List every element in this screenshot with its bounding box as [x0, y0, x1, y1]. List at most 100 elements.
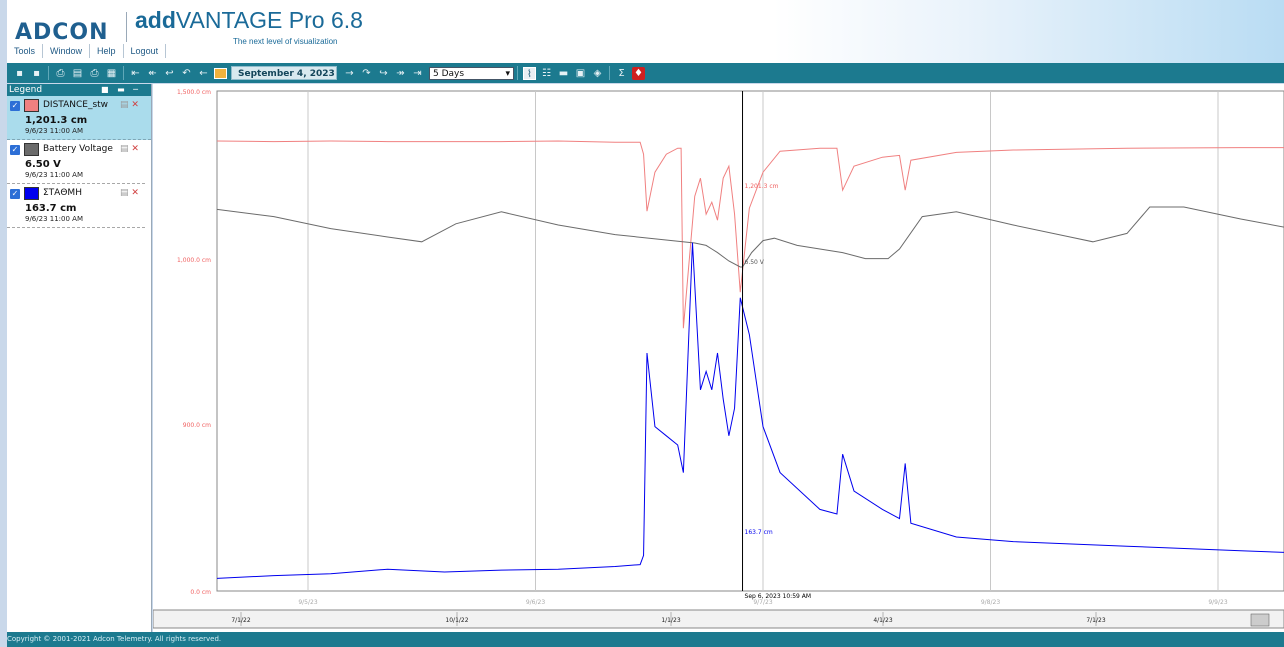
- menu-help[interactable]: Help: [90, 44, 124, 58]
- cursor-time-label: Sep 6, 2023 10:59 AM: [745, 593, 812, 600]
- legend-entry-time: 9/6/23 11:00 AM: [25, 215, 83, 223]
- table-icon[interactable]: ☷: [542, 67, 551, 79]
- first-icon[interactable]: ⇤: [131, 67, 140, 79]
- cursor-value-label: 163.7 cm: [745, 529, 773, 536]
- menu-bar: Tools Window Help Logout: [7, 44, 167, 58]
- series-line: [216, 140, 1284, 329]
- edit-icon[interactable]: ▤: [120, 100, 129, 110]
- cursor-value-label: 1,201.3 cm: [745, 183, 779, 190]
- legend-entry-distance[interactable]: ✓ DISTANCE_stw ▤ ✕ 1,201.3 cm 9/6/23 11:…: [7, 96, 151, 140]
- cursor-value-label: 6.50 V: [745, 259, 765, 266]
- logo-divider: [126, 12, 127, 42]
- tagline: The next level of visualization: [233, 37, 338, 46]
- overview-handle: [1250, 613, 1270, 627]
- edit-icon[interactable]: ▤: [120, 188, 129, 198]
- checkbox-icon[interactable]: ✓: [10, 101, 20, 111]
- edit-icon[interactable]: ▤: [120, 144, 129, 154]
- forward-icon[interactable]: →: [345, 67, 354, 79]
- overview-label: 10/1/22: [445, 617, 468, 624]
- print-icon[interactable]: ⎙: [56, 67, 65, 79]
- x-tick-label: 9/5/23: [298, 599, 317, 606]
- legend-entry-name: DISTANCE_stw: [43, 100, 109, 110]
- save-as-icon[interactable]: ▪: [33, 67, 40, 79]
- next-step-icon[interactable]: ↷: [362, 67, 371, 79]
- legend-entry-actions: ▤ ✕: [120, 144, 139, 154]
- legend-entry-name: Battery Voltage: [43, 144, 113, 154]
- next-icon[interactable]: ↪: [379, 67, 388, 79]
- date-field[interactable]: September 4, 2023: [231, 66, 337, 80]
- calendar-icon[interactable]: [214, 67, 227, 79]
- next-fast-icon[interactable]: ↠: [396, 67, 405, 79]
- menu-tools[interactable]: Tools: [7, 44, 44, 58]
- legend-entry-actions: ▤ ✕: [120, 100, 139, 110]
- prev-step-icon[interactable]: ↶: [182, 67, 191, 79]
- legend-entry-actions: ▤ ✕: [120, 188, 139, 198]
- sum-icon[interactable]: Σ: [618, 67, 625, 79]
- overview-label: 7/1/23: [1086, 617, 1105, 624]
- toolbar: ▪ ▪ ⎙ ▤ ⎙ ▦ ⇤ ↞ ↩ ↶ ← September 4, 2023 …: [7, 63, 1284, 83]
- bar-icon[interactable]: ▬: [558, 67, 569, 79]
- legend-title: Legend: [9, 85, 43, 95]
- alarm-icon[interactable]: ♦: [632, 66, 645, 80]
- overview-strip: [153, 609, 1284, 629]
- toolbar-divider: [123, 66, 124, 80]
- report-icon[interactable]: ▣: [575, 67, 586, 79]
- delete-icon[interactable]: ✕: [131, 144, 139, 154]
- legend-entry-time: 9/6/23 11:00 AM: [25, 127, 83, 135]
- legend-entry-time: 9/6/23 11:00 AM: [25, 171, 83, 179]
- series-line: [216, 242, 1284, 579]
- delete-icon[interactable]: ✕: [131, 100, 139, 110]
- product-title-rest: VANTAGE Pro 6.8: [175, 7, 363, 33]
- series-color-swatch[interactable]: [24, 99, 39, 112]
- last-icon[interactable]: ⇥: [413, 67, 422, 79]
- prev-fast-icon[interactable]: ↞: [148, 67, 157, 79]
- product-title: addVANTAGE Pro 6.8: [135, 7, 363, 34]
- toolbar-divider: [609, 66, 610, 80]
- overview-label: 7/1/22: [231, 617, 250, 624]
- x-tick-label: 9/8/23: [981, 599, 1000, 606]
- time-range-select[interactable]: 5 Days: [429, 66, 514, 80]
- footer: Copyright © 2001-2021 Adcon Telemetry. A…: [7, 632, 1284, 647]
- x-tick-label: 9/9/23: [1208, 599, 1227, 606]
- pdf-icon[interactable]: ▤: [72, 67, 83, 79]
- legend-panel: Legend ■ ▬ ─ ✓ DISTANCE_stw ▤ ✕ 1,201.3 …: [7, 84, 152, 632]
- x-tick-label: 9/6/23: [526, 599, 545, 606]
- series-color-swatch[interactable]: [24, 187, 39, 200]
- legend-controls[interactable]: ■ ▬ ─: [100, 85, 141, 94]
- print-preview-icon[interactable]: ⎙: [90, 67, 99, 79]
- y-tick-label: 0.0 cm: [190, 589, 211, 596]
- series-line: [216, 206, 1284, 268]
- menu-window[interactable]: Window: [43, 44, 91, 58]
- series-color-swatch[interactable]: [24, 143, 39, 156]
- delete-icon[interactable]: ✕: [131, 188, 139, 198]
- legend-entry-value: 6.50 V: [25, 159, 61, 170]
- line-chart[interactable]: 1,500.0 cm 1,000.0 cm 900.0 cm 0.0 cm 9/5/23…: [153, 84, 1284, 632]
- app-header: ADCON addVANTAGE Pro 6.8 The next level …: [7, 0, 1284, 63]
- back-icon[interactable]: ←: [199, 67, 208, 79]
- overview-label: 4/1/23: [873, 617, 892, 624]
- chart-area[interactable]: 1,500.0 cm 1,000.0 cm 900.0 cm 0.0 cm 9/5/23…: [153, 84, 1284, 632]
- export-icon[interactable]: ▦: [106, 67, 117, 79]
- y-tick-label: 1,500.0 cm: [177, 89, 211, 96]
- y-tick-label: 1,000.0 cm: [177, 257, 211, 264]
- product-title-prefix: add: [135, 7, 176, 33]
- legend-entry-value: 1,201.3 cm: [25, 115, 88, 126]
- checkbox-icon[interactable]: ✓: [10, 189, 20, 199]
- toolbar-divider: [517, 66, 518, 80]
- legend-entry-battery[interactable]: ✓ Battery Voltage ▤ ✕ 6.50 V 9/6/23 11:0…: [7, 140, 145, 184]
- chart-mode-icon[interactable]: ⌇: [523, 66, 536, 80]
- map-icon[interactable]: ◈: [593, 67, 602, 79]
- legend-entry-value: 163.7 cm: [25, 203, 77, 214]
- legend-entry-name: ΣΤΑΘΜΗ: [43, 188, 82, 198]
- adcon-logo: ADCON: [15, 20, 109, 45]
- x-tick-label: 9/7/23: [753, 599, 772, 606]
- checkbox-icon[interactable]: ✓: [10, 145, 20, 155]
- overview-label: 1/1/23: [661, 617, 680, 624]
- legend-entry-stathmi[interactable]: ✓ ΣΤΑΘΜΗ ▤ ✕ 163.7 cm 9/6/23 11:00 AM: [7, 184, 145, 228]
- legend-header: Legend ■ ▬ ─: [7, 84, 151, 96]
- y-tick-label: 900.0 cm: [183, 422, 211, 429]
- menu-logout[interactable]: Logout: [124, 44, 167, 58]
- prev-icon[interactable]: ↩: [165, 67, 174, 79]
- toolbar-divider: [48, 66, 49, 80]
- save-icon[interactable]: ▪: [16, 67, 23, 79]
